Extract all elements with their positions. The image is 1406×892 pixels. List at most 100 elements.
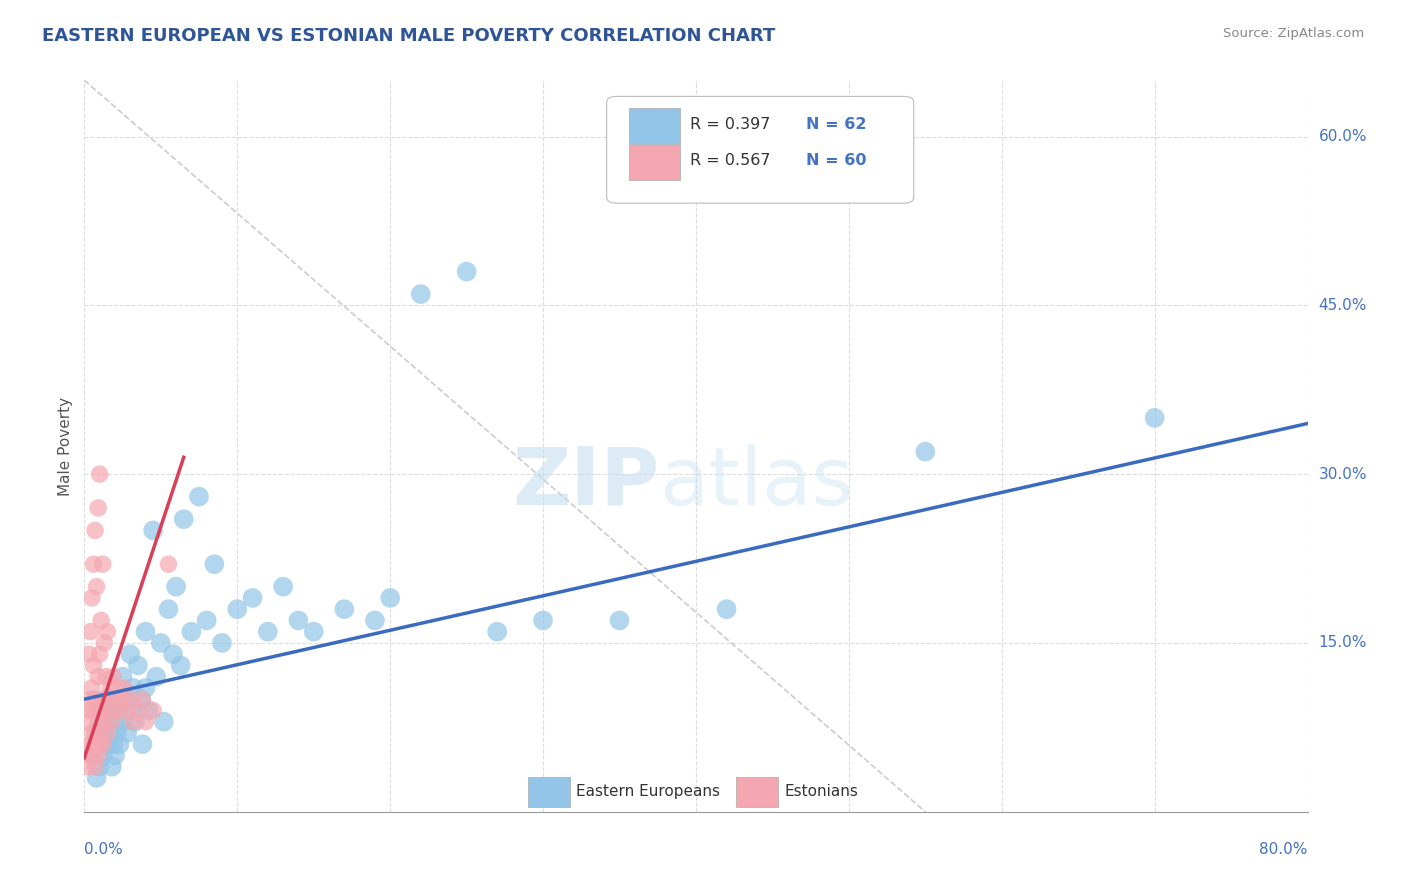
Point: [89, 467, 111, 482]
Point: [84, 692, 107, 706]
Point: [90, 726, 112, 740]
Text: Source: ZipAtlas.com: Source: ZipAtlas.com: [1223, 27, 1364, 40]
Point: [96, 737, 118, 751]
Point: [89, 647, 111, 661]
Point: [242, 591, 264, 605]
Point: [162, 647, 184, 661]
Point: [131, 737, 153, 751]
Point: [93, 714, 115, 729]
Point: [98, 703, 121, 717]
Point: [89, 726, 111, 740]
Point: [531, 614, 554, 628]
Point: [86, 703, 108, 717]
Point: [157, 557, 180, 571]
Point: [157, 602, 180, 616]
Point: [80, 681, 103, 695]
Y-axis label: Male Poverty: Male Poverty: [58, 396, 73, 496]
Point: [142, 703, 165, 717]
Point: [96, 692, 118, 706]
Point: [129, 692, 152, 706]
Point: [79, 737, 101, 751]
Point: [87, 748, 110, 763]
Text: 30.0%: 30.0%: [1319, 467, 1367, 482]
Point: [456, 264, 478, 278]
Point: [83, 658, 105, 673]
Point: [94, 703, 117, 717]
Point: [135, 624, 157, 639]
Point: [89, 703, 111, 717]
Point: [86, 737, 108, 751]
Text: Estonians: Estonians: [785, 784, 858, 799]
Text: ZIP: ZIP: [512, 443, 659, 522]
Text: 80.0%: 80.0%: [1260, 842, 1308, 857]
Point: [96, 726, 118, 740]
Point: [138, 703, 160, 717]
Point: [211, 636, 233, 650]
Point: [87, 670, 110, 684]
Point: [1143, 410, 1166, 425]
Point: [111, 692, 134, 706]
Point: [91, 748, 114, 763]
Point: [108, 737, 131, 751]
Point: [120, 692, 142, 706]
Point: [87, 500, 110, 515]
Point: [103, 737, 125, 751]
Point: [89, 760, 111, 774]
Point: [409, 287, 432, 301]
Point: [486, 624, 509, 639]
Point: [89, 737, 111, 751]
Point: [94, 670, 117, 684]
Point: [79, 624, 101, 639]
Point: [364, 614, 387, 628]
Point: [91, 737, 114, 751]
Point: [271, 580, 294, 594]
Point: [101, 714, 124, 729]
Point: [149, 636, 172, 650]
Point: [333, 602, 356, 616]
Point: [80, 748, 103, 763]
Point: [84, 726, 107, 740]
Point: [127, 703, 149, 717]
Point: [120, 703, 142, 717]
Point: [115, 726, 138, 740]
Text: Eastern Europeans: Eastern Europeans: [576, 784, 720, 799]
Point: [131, 692, 153, 706]
Text: EASTERN EUROPEAN VS ESTONIAN MALE POVERTY CORRELATION CHART: EASTERN EUROPEAN VS ESTONIAN MALE POVERT…: [42, 27, 776, 45]
Point: [77, 647, 100, 661]
Point: [107, 703, 129, 717]
Point: [83, 703, 105, 717]
Point: [120, 647, 142, 661]
Point: [124, 714, 146, 729]
Text: atlas: atlas: [659, 443, 853, 522]
Point: [84, 524, 107, 538]
Point: [188, 490, 211, 504]
Point: [98, 681, 121, 695]
Text: R = 0.567: R = 0.567: [690, 153, 770, 169]
Point: [115, 703, 138, 717]
Point: [145, 670, 167, 684]
Point: [101, 760, 124, 774]
Point: [107, 681, 129, 695]
Point: [96, 624, 118, 639]
Point: [108, 703, 131, 717]
Point: [153, 714, 176, 729]
Point: [127, 658, 149, 673]
FancyBboxPatch shape: [606, 96, 914, 203]
Point: [93, 636, 115, 650]
Point: [142, 524, 165, 538]
Point: [609, 614, 631, 628]
Point: [104, 703, 127, 717]
Point: [77, 748, 100, 763]
Point: [105, 692, 128, 706]
Point: [77, 703, 100, 717]
Point: [914, 444, 936, 458]
Point: [93, 714, 115, 729]
Point: [104, 714, 127, 729]
FancyBboxPatch shape: [628, 145, 681, 180]
Point: [86, 771, 108, 785]
Point: [76, 714, 98, 729]
Point: [111, 714, 134, 729]
Point: [79, 692, 101, 706]
Point: [257, 624, 280, 639]
Point: [135, 714, 157, 729]
